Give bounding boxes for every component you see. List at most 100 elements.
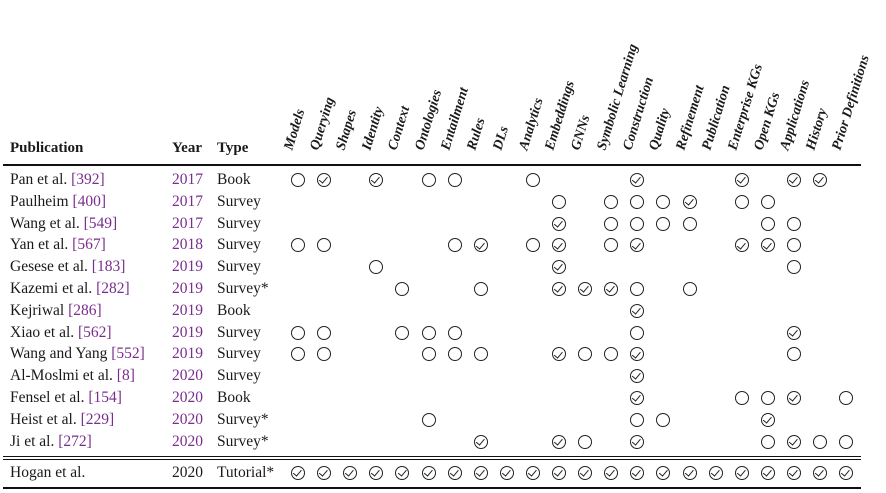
citation-link[interactable]: [562] bbox=[78, 323, 112, 341]
empty-circle-icon bbox=[630, 216, 645, 231]
citation-link[interactable]: [282] bbox=[96, 280, 130, 297]
empty-circle-icon bbox=[604, 216, 619, 231]
year-cell[interactable]: 2019 bbox=[172, 280, 203, 297]
type-cell: Book bbox=[217, 171, 251, 188]
year-cell[interactable]: 2019 bbox=[172, 258, 203, 276]
publication-cell: Heist et al. [229] bbox=[10, 410, 114, 430]
year-header: Year bbox=[172, 140, 202, 156]
citation-link[interactable]: [154] bbox=[88, 389, 122, 406]
check-circle-icon bbox=[630, 369, 645, 384]
year-cell[interactable]: 2017 bbox=[172, 214, 203, 232]
year-cell[interactable]: 2019 bbox=[172, 345, 203, 363]
citation-link[interactable]: [400] bbox=[72, 192, 107, 210]
empty-circle-icon bbox=[317, 238, 332, 253]
empty-circle-icon bbox=[421, 173, 436, 187]
year-cell[interactable]: 2019 bbox=[172, 323, 203, 341]
citation-link[interactable]: [8] bbox=[116, 367, 135, 385]
check-circle-icon bbox=[499, 466, 514, 480]
empty-circle-icon bbox=[760, 216, 775, 231]
citation-link[interactable]: [567] bbox=[72, 236, 106, 254]
check-circle-icon bbox=[343, 466, 358, 480]
type-header: Type bbox=[217, 140, 249, 156]
check-circle-icon bbox=[813, 173, 827, 187]
empty-circle-icon bbox=[447, 238, 462, 253]
check-circle-icon bbox=[786, 434, 801, 449]
citation-link[interactable]: [286] bbox=[68, 301, 102, 319]
empty-circle-icon bbox=[447, 347, 462, 362]
author-text: Kazemi et al. bbox=[10, 280, 93, 297]
empty-circle-icon bbox=[473, 347, 488, 362]
author-text: Fensel et al. bbox=[10, 389, 85, 406]
type-cell: Survey* bbox=[217, 410, 269, 428]
publication-cell: Fensel et al. [154] bbox=[10, 388, 122, 408]
year-cell[interactable]: 2017 bbox=[172, 171, 203, 188]
check-circle-icon bbox=[421, 466, 436, 480]
empty-circle-icon bbox=[604, 238, 619, 253]
year-cell[interactable]: 2020 bbox=[172, 410, 203, 428]
check-circle-icon bbox=[682, 194, 697, 209]
empty-circle-icon bbox=[525, 238, 540, 253]
author-text: Kejriwal bbox=[10, 301, 65, 319]
empty-circle-icon bbox=[630, 412, 645, 427]
citation-link[interactable]: [183] bbox=[91, 258, 126, 276]
empty-circle-icon bbox=[656, 194, 671, 209]
empty-circle-icon bbox=[421, 347, 436, 362]
empty-circle-icon bbox=[447, 173, 462, 187]
type-cell: Survey* bbox=[217, 432, 269, 450]
year-cell[interactable]: 2020 bbox=[172, 389, 203, 406]
check-circle-icon bbox=[578, 466, 593, 480]
empty-circle-icon bbox=[734, 194, 749, 209]
check-circle-icon bbox=[317, 466, 332, 480]
publication-cell: Gesese et al. [183] bbox=[10, 257, 125, 277]
empty-circle-icon bbox=[786, 238, 801, 253]
author-text: Heist et al. bbox=[10, 410, 77, 428]
citation-link[interactable]: [392] bbox=[71, 171, 105, 188]
check-circle-icon bbox=[552, 434, 566, 449]
check-circle-icon bbox=[630, 238, 645, 253]
empty-circle-icon bbox=[578, 347, 593, 362]
citation-link[interactable]: [229] bbox=[80, 410, 115, 428]
check-circle-icon bbox=[630, 466, 645, 480]
check-circle-icon bbox=[552, 282, 566, 296]
empty-circle-icon bbox=[656, 412, 671, 427]
citation-link[interactable]: [552] bbox=[111, 345, 145, 363]
empty-circle-icon bbox=[760, 434, 775, 449]
topic-header: Prior Definitions bbox=[829, 53, 873, 153]
type-cell: Survey bbox=[217, 345, 261, 363]
check-circle-icon bbox=[291, 466, 305, 480]
check-circle-icon bbox=[630, 391, 645, 405]
type-cell: Survey bbox=[217, 258, 261, 276]
year-cell[interactable]: 2020 bbox=[172, 432, 203, 450]
citation-link[interactable]: [549] bbox=[83, 214, 118, 232]
type-cell: Book bbox=[217, 389, 251, 406]
type-cell: Tutorial* bbox=[217, 464, 275, 481]
year-cell[interactable]: 2018 bbox=[172, 236, 203, 254]
check-circle-icon bbox=[630, 303, 645, 318]
year-cell[interactable]: 2017 bbox=[172, 192, 203, 210]
empty-circle-icon bbox=[421, 412, 436, 427]
check-circle-icon bbox=[369, 466, 384, 480]
check-circle-icon bbox=[734, 238, 749, 253]
publication-cell: Xiao et al. [562] bbox=[10, 323, 112, 343]
check-circle-icon bbox=[630, 347, 645, 362]
check-circle-icon bbox=[552, 466, 566, 480]
check-circle-icon bbox=[369, 173, 384, 187]
author-text: Xiao et al. bbox=[10, 323, 75, 341]
check-circle-icon bbox=[552, 260, 566, 275]
empty-circle-icon bbox=[291, 325, 305, 340]
topic-header: Identity bbox=[359, 105, 388, 152]
empty-circle-icon bbox=[421, 325, 436, 340]
empty-circle-icon bbox=[760, 391, 775, 405]
citation-link[interactable]: [272] bbox=[58, 432, 92, 450]
year-cell[interactable]: 2019 bbox=[172, 301, 203, 319]
year-cell[interactable]: 2020 bbox=[172, 367, 203, 385]
empty-circle-icon bbox=[525, 173, 540, 187]
publication-cell: Kejriwal [286] bbox=[10, 301, 102, 321]
empty-circle-icon bbox=[604, 347, 619, 362]
check-circle-icon bbox=[734, 466, 749, 480]
empty-circle-icon bbox=[786, 260, 801, 275]
empty-circle-icon bbox=[395, 282, 410, 296]
topic-header: Models bbox=[281, 107, 309, 152]
topic-header: Shapes bbox=[333, 108, 361, 152]
